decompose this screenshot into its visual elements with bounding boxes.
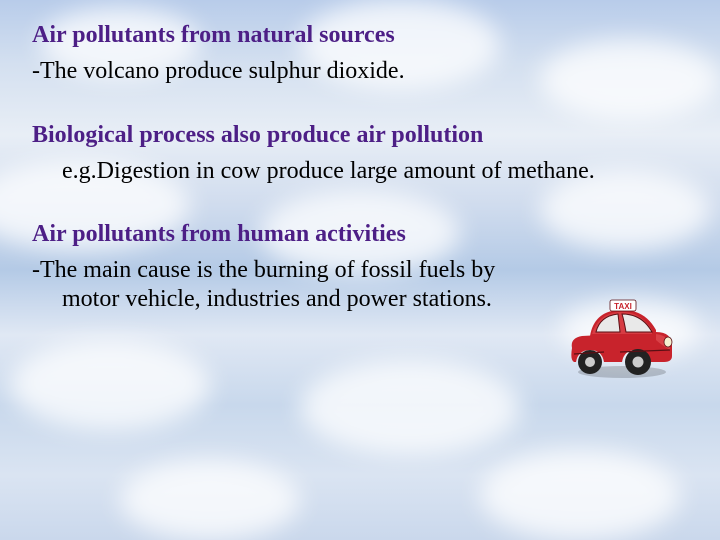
body-human-activities: -The main cause is the burning of fossil…: [32, 256, 552, 315]
heading-human-activities: Air pollutants from human activities: [32, 221, 688, 248]
body-natural-sources: -The volcano produce sulphur dioxide.: [32, 57, 688, 86]
heading-biological: Biological process also produce air poll…: [32, 122, 688, 149]
taxi-car-icon: TAXI: [560, 290, 680, 380]
body-biological: e.g.Digestion in cow produce large amoun…: [32, 157, 688, 186]
heading-natural-sources: Air pollutants from natural sources: [32, 22, 688, 49]
taxi-sign-text: TAXI: [614, 302, 632, 311]
slide: Air pollutants from natural sources -The…: [0, 0, 720, 540]
